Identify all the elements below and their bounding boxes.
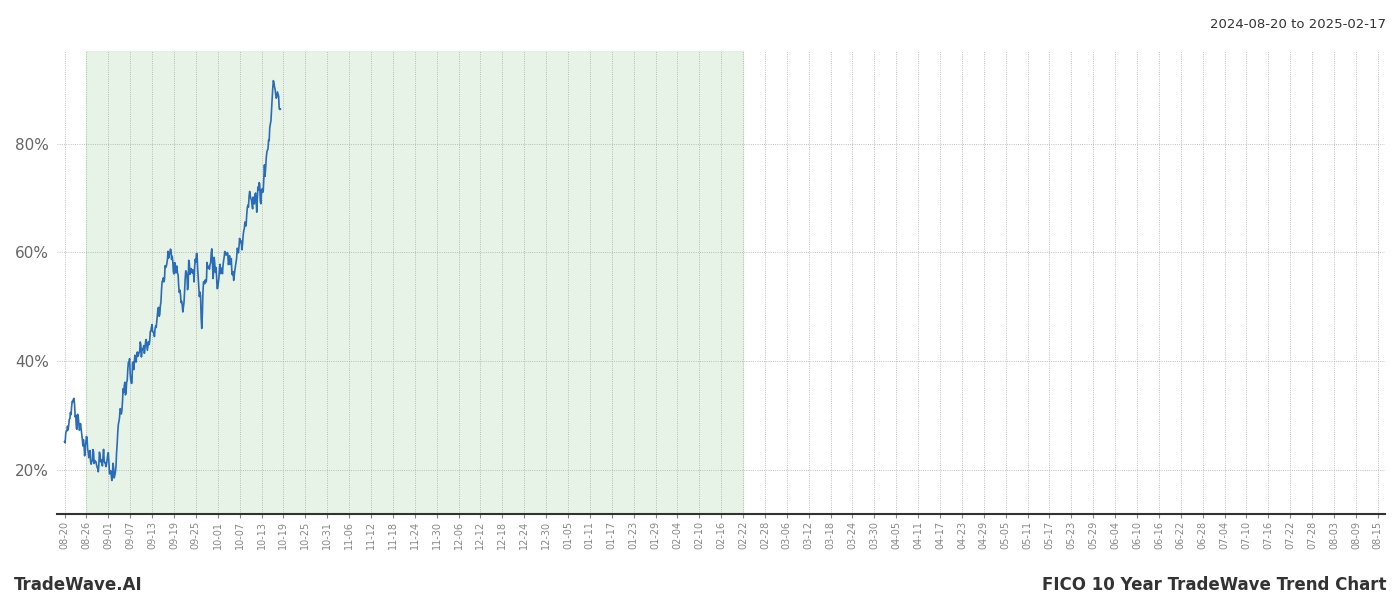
Bar <box>87 51 743 514</box>
Text: FICO 10 Year TradeWave Trend Chart: FICO 10 Year TradeWave Trend Chart <box>1042 576 1386 594</box>
Text: 2024-08-20 to 2025-02-17: 2024-08-20 to 2025-02-17 <box>1210 18 1386 31</box>
Text: TradeWave.AI: TradeWave.AI <box>14 576 143 594</box>
